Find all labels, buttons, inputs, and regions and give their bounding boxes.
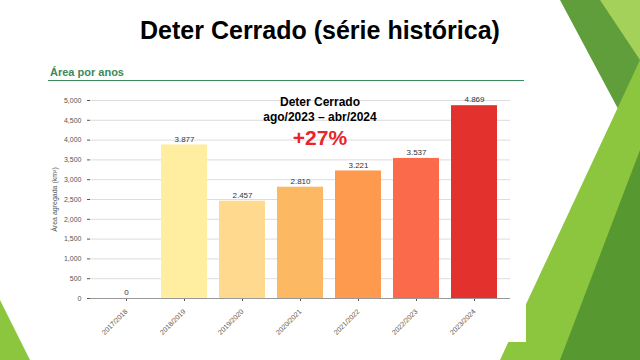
svg-text:5,000: 5,000 xyxy=(64,97,82,104)
svg-text:2020/2021: 2020/2021 xyxy=(274,308,302,336)
svg-text:500: 500 xyxy=(70,275,82,282)
svg-text:3,000: 3,000 xyxy=(64,176,82,183)
svg-text:0: 0 xyxy=(78,295,82,302)
svg-text:0: 0 xyxy=(124,288,129,297)
svg-text:2,500: 2,500 xyxy=(64,196,82,203)
html-text:Deter Cerrado (série histórica: Deter Cerrado (série histórica) xyxy=(140,16,500,44)
svg-text:4,000: 4,000 xyxy=(64,136,82,143)
svg-text:2022/2023: 2022/2023 xyxy=(390,308,418,336)
svg-text:2018/2019: 2018/2019 xyxy=(158,308,186,336)
html-text:Deter Cerrado: Deter Cerrado xyxy=(280,95,360,109)
svg-text:3.537: 3.537 xyxy=(406,148,427,157)
svg-text:1,000: 1,000 xyxy=(64,255,82,262)
svg-text:1,500: 1,500 xyxy=(64,235,82,242)
svg-text:2019/2020: 2019/2020 xyxy=(216,308,244,336)
svg-text:2021/2022: 2021/2022 xyxy=(332,308,360,336)
svg-text:3.877: 3.877 xyxy=(174,135,195,144)
html-text:Área por anos: Área por anos xyxy=(50,66,124,78)
html-text:+27%: +27% xyxy=(292,126,348,149)
svg-text:2023/2024: 2023/2024 xyxy=(448,308,476,336)
svg-text:3.221: 3.221 xyxy=(348,161,369,170)
svg-text:2.457: 2.457 xyxy=(232,191,253,200)
svg-text:2017/2018: 2017/2018 xyxy=(100,308,128,336)
svg-text:2.810: 2.810 xyxy=(290,177,311,186)
svg-text:4,500: 4,500 xyxy=(64,117,82,124)
svg-text:3,500: 3,500 xyxy=(64,156,82,163)
svg-text:4.869: 4.869 xyxy=(464,95,485,104)
html-text:ago/2023 – abr/2024: ago/2023 – abr/2024 xyxy=(263,110,377,124)
svg-text:2,000: 2,000 xyxy=(64,216,82,223)
svg-text:Área agregada (km²): Área agregada (km²) xyxy=(50,167,59,232)
